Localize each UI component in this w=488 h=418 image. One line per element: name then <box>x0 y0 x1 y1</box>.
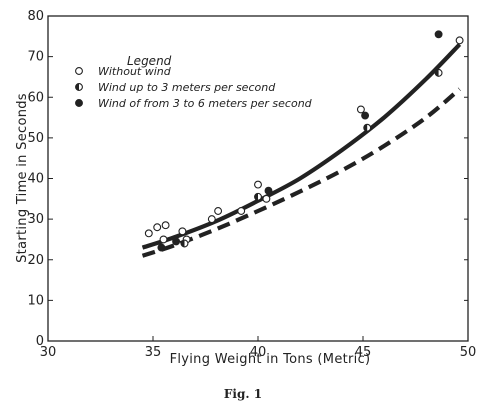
filled-circle-point <box>264 186 273 195</box>
legend-items: Without wind Wind up to 3 meters per seco… <box>75 65 313 110</box>
legend-marker-open-circle <box>75 67 83 75</box>
open-circle-point <box>254 180 262 189</box>
y-tick-label: 70 <box>27 50 44 65</box>
data-points <box>144 30 464 252</box>
filled-circle-point <box>157 243 166 252</box>
y-axis-title: Starting Time in Seconds <box>15 93 30 263</box>
x-axis-title: Flying Weight in Tons (Metric) <box>170 352 371 367</box>
x-tick-label: 30 <box>40 345 57 360</box>
solid-fit-curve <box>141 42 462 250</box>
half-filled-circle-point <box>434 68 443 77</box>
open-circle-point <box>455 36 464 45</box>
filled-circle-point <box>434 30 443 39</box>
legend: Legend Without wind Wind up to 3 meters p… <box>75 54 313 110</box>
open-circle-point <box>153 223 162 232</box>
axis-ticks: 30 35 40 45 50 0 10 20 30 40 50 60 70 80 <box>27 9 476 360</box>
open-circle-point <box>262 194 271 203</box>
y-tick-label: 60 <box>27 90 44 105</box>
open-circle-point <box>159 235 168 244</box>
legend-marker-filled-circle <box>75 99 83 107</box>
open-circle-point <box>178 227 187 236</box>
filled-circle-point <box>361 111 370 120</box>
legend-label: Without wind <box>98 65 172 78</box>
half-filled-circle-point <box>180 239 189 248</box>
y-tick-label: 40 <box>27 172 44 187</box>
legend-label: Wind of from 3 to 6 meters per second <box>98 97 313 110</box>
y-tick-label: 0 <box>36 334 44 349</box>
legend-label: Wind up to 3 meters per second <box>98 81 276 94</box>
open-circle-point <box>161 221 170 230</box>
open-circle-point <box>214 207 223 215</box>
legend-title: Legend <box>127 54 172 68</box>
half-filled-circle-point <box>363 123 372 132</box>
open-circle-point <box>207 215 216 224</box>
y-tick-label: 80 <box>27 9 44 24</box>
y-tick-label: 30 <box>27 212 44 227</box>
half-filled-circle-point <box>254 192 262 201</box>
y-tick-label: 20 <box>27 253 44 268</box>
x-tick-label: 40 <box>250 345 267 360</box>
x-tick-label: 50 <box>460 345 477 360</box>
open-circle-point <box>144 229 153 238</box>
open-circle-point <box>356 105 365 114</box>
x-tick-label: 35 <box>145 345 162 360</box>
figure-caption: Fig. 1 <box>224 387 262 401</box>
fit-curves <box>141 42 462 258</box>
y-tick-label: 50 <box>27 131 44 146</box>
x-tick-label: 45 <box>355 345 372 360</box>
filled-circle-point <box>172 237 181 246</box>
y-tick-label: 10 <box>27 293 44 308</box>
legend-marker-half-filled-circle <box>75 83 83 91</box>
open-circle-point <box>237 207 246 215</box>
